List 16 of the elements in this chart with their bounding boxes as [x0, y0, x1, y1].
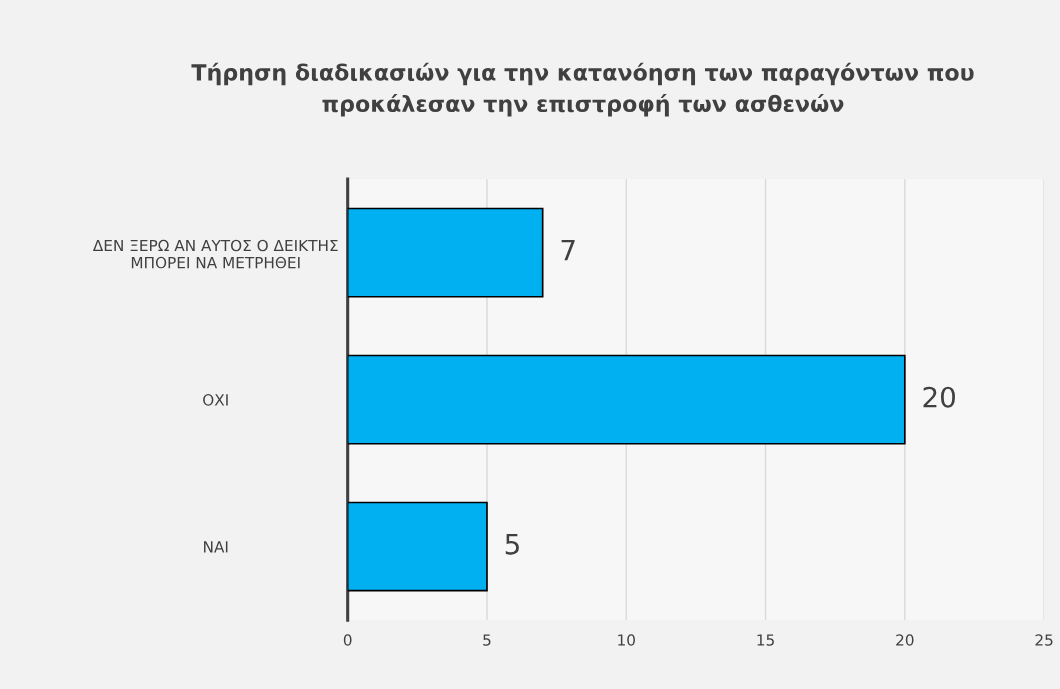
bar: [347, 207, 544, 298]
y-tick-label: ΔΕΝ ΞΕΡΩ ΑΝ ΑΥΤΟΣ Ο ΔΕΙΚΤΗΣ ΜΠΟΡΕΙ ΝΑ ΜΕΤΡΗΘΕΙ: [92, 239, 338, 269]
x-tick-label: 20: [896, 634, 914, 646]
bar: [347, 354, 906, 445]
bar: [347, 501, 488, 592]
x-tick-label: 0: [343, 634, 352, 646]
y-tick-label: ΟΧΙ: [203, 394, 228, 406]
data-label: 20: [923, 386, 955, 408]
x-tick-label: 10: [618, 634, 635, 646]
data-label: 5: [505, 534, 519, 555]
y-tick-label: ΝΑΙ: [204, 541, 228, 553]
data-label: 7: [561, 240, 575, 261]
x-tick-label: 15: [757, 634, 774, 646]
x-tick-label: 25: [1035, 634, 1053, 646]
x-tick-label: 5: [483, 634, 491, 646]
chart-title: Τήρηση διαδικασιών για την κατανόηση των παραγόντων που προκάλεσαν την επιστροφή των ασθενών: [191, 62, 974, 117]
